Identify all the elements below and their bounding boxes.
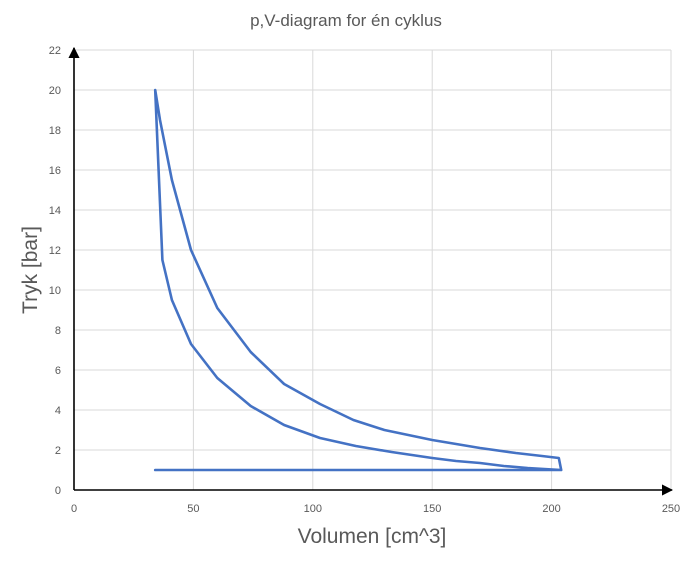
y-tick-label: 8 bbox=[55, 325, 61, 337]
y-tick-label: 22 bbox=[49, 45, 61, 57]
grid bbox=[74, 49, 672, 490]
y-tick-label: 16 bbox=[49, 165, 61, 177]
y-tick-label: 4 bbox=[55, 405, 61, 417]
pv-cycle-line bbox=[153, 88, 563, 472]
chart-title: p,V-diagram for én cyklus bbox=[250, 11, 442, 30]
y-tick-label: 20 bbox=[49, 85, 61, 97]
tick-labels: 0 2 4 6 8 10 12 14 16 18 20 22 0 50 100 150 200 250 bbox=[49, 45, 680, 515]
x-tick-label: 50 bbox=[187, 503, 199, 515]
y-tick-label: 14 bbox=[49, 205, 61, 217]
y-tick-label: 2 bbox=[55, 445, 61, 457]
x-tick-label: 200 bbox=[542, 503, 560, 515]
series-layer bbox=[153, 88, 563, 472]
y-tick-label: 10 bbox=[49, 285, 61, 297]
y-tick-label: 0 bbox=[55, 485, 61, 497]
y-tick-label: 18 bbox=[49, 125, 61, 137]
x-tick-label: 250 bbox=[662, 503, 680, 515]
x-tick-label: 150 bbox=[423, 503, 441, 515]
x-tick-label: 0 bbox=[71, 503, 77, 515]
axes bbox=[68, 46, 674, 496]
y-axis-title: Tryk [bar] bbox=[19, 226, 42, 314]
x-tick-label: 100 bbox=[304, 503, 322, 515]
x-axis-title: Volumen [cm^3] bbox=[298, 525, 447, 548]
y-tick-label: 6 bbox=[55, 365, 61, 377]
y-tick-label: 12 bbox=[49, 245, 61, 257]
